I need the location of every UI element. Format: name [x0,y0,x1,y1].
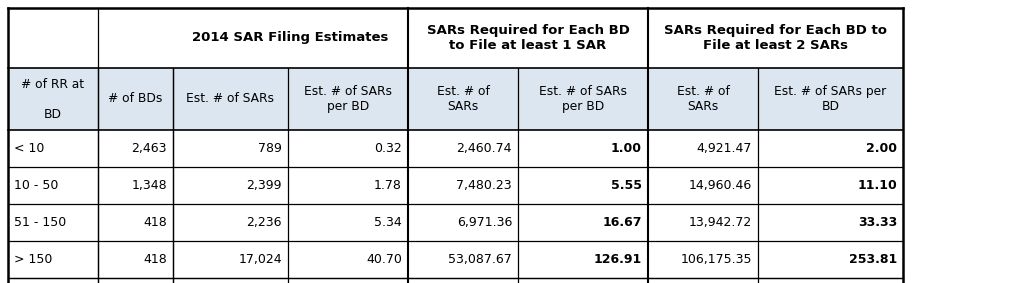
Bar [758,241,903,278]
Text: # of RR at

BD: # of RR at BD [22,78,85,121]
Text: 14,960.46: 14,960.46 [689,179,752,192]
Bar [173,68,288,130]
Bar [8,68,98,130]
Text: 1.78: 1.78 [374,179,402,192]
Text: 253.81: 253.81 [849,253,897,266]
Bar [758,278,903,283]
Bar [288,204,408,241]
Text: > 150: > 150 [14,253,52,266]
Bar [648,204,758,241]
Text: 2,463: 2,463 [131,142,167,155]
Bar [408,167,518,204]
Bar [8,130,98,167]
Text: 33.33: 33.33 [858,216,897,229]
Bar [648,278,758,283]
Text: 2.00: 2.00 [866,142,897,155]
Bar [98,167,173,204]
Text: 11.10: 11.10 [857,179,897,192]
Bar [518,68,648,130]
Bar [173,167,288,204]
Text: Est. # of SARs
per BD: Est. # of SARs per BD [304,85,392,113]
Text: 5.34: 5.34 [374,216,402,229]
Bar [408,8,648,68]
Text: 2014 SAR Filing Estimates: 2014 SAR Filing Estimates [193,31,389,44]
Text: 13,942.72: 13,942.72 [689,216,752,229]
Text: # of BDs: # of BDs [109,93,163,106]
Bar [648,68,758,130]
Bar [173,130,288,167]
Bar [408,130,518,167]
Bar [288,241,408,278]
Text: 40.70: 40.70 [367,253,402,266]
Bar [173,241,288,278]
Text: Est. # of
SARs: Est. # of SARs [677,85,729,113]
Text: 2,399: 2,399 [247,179,282,192]
Text: 16.67: 16.67 [602,216,642,229]
Text: 0.32: 0.32 [374,142,402,155]
Bar [8,204,98,241]
Bar [288,167,408,204]
Bar [288,278,408,283]
Bar [98,8,173,68]
Text: Est. # of
SARs: Est. # of SARs [436,85,489,113]
Bar [648,130,758,167]
Text: Est. # of SARs per
BD: Est. # of SARs per BD [774,85,887,113]
Text: 2,460.74: 2,460.74 [457,142,512,155]
Bar [288,68,408,130]
Text: 106,175.35: 106,175.35 [681,253,752,266]
Bar [648,8,903,68]
Text: SARs Required for Each BD
to File at least 1 SAR: SARs Required for Each BD to File at lea… [427,24,630,52]
Text: 5.55: 5.55 [611,179,642,192]
Text: 17,024: 17,024 [239,253,282,266]
Bar [98,204,173,241]
Bar [518,167,648,204]
Bar [518,204,648,241]
Bar [758,204,903,241]
Text: 53,087.67: 53,087.67 [449,253,512,266]
Text: 126.91: 126.91 [594,253,642,266]
Bar [408,204,518,241]
Text: 1,348: 1,348 [131,179,167,192]
Text: 2,236: 2,236 [247,216,282,229]
Bar [408,68,518,130]
Text: < 10: < 10 [14,142,44,155]
Text: Est. # of SARs
per BD: Est. # of SARs per BD [539,85,627,113]
Bar [98,241,173,278]
Bar [8,167,98,204]
Text: 4,921.47: 4,921.47 [696,142,752,155]
Bar [758,130,903,167]
Bar [408,278,518,283]
Text: 7,480.23: 7,480.23 [457,179,512,192]
Bar [8,241,98,278]
Text: 418: 418 [143,216,167,229]
Bar [288,130,408,167]
Bar [173,8,408,68]
Bar [518,241,648,278]
Text: 51 - 150: 51 - 150 [14,216,67,229]
Bar [98,68,173,130]
Bar [8,278,98,283]
Bar [518,130,648,167]
Bar [98,278,173,283]
Bar [173,278,288,283]
Text: 10 - 50: 10 - 50 [14,179,58,192]
Text: Est. # of SARs: Est. # of SARs [186,93,274,106]
Bar [518,278,648,283]
Bar [8,8,98,68]
Bar [758,167,903,204]
Text: 6,971.36: 6,971.36 [457,216,512,229]
Text: 1.00: 1.00 [611,142,642,155]
Bar [648,167,758,204]
Text: SARs Required for Each BD to
File at least 2 SARs: SARs Required for Each BD to File at lea… [664,24,887,52]
Bar [758,68,903,130]
Text: 418: 418 [143,253,167,266]
Bar [98,130,173,167]
Bar [648,241,758,278]
Text: 789: 789 [258,142,282,155]
Bar [173,204,288,241]
Bar [408,241,518,278]
